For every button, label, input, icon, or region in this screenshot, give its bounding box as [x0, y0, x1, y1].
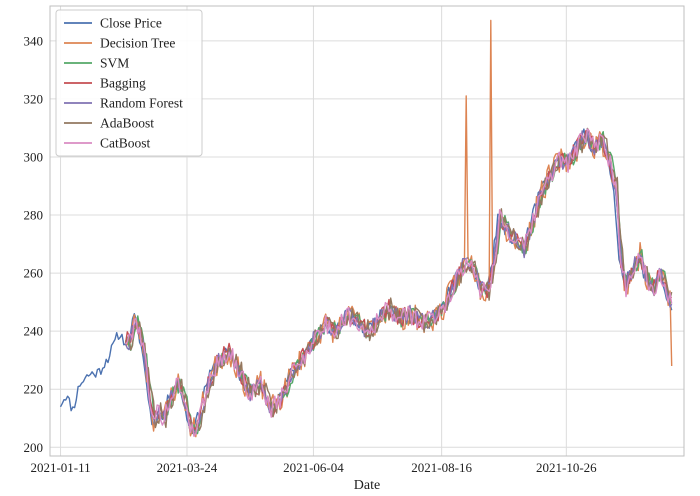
legend-label: Decision Tree: [100, 36, 175, 51]
y-tick-label: 320: [24, 91, 44, 106]
legend-box: [55, 9, 203, 157]
y-axis-ticks: 200 220 240 260 280 300 320 340: [24, 33, 44, 454]
legend-label: SVM: [100, 56, 129, 71]
legend-label: Bagging: [100, 76, 146, 91]
x-tick-label: 2021-03-24: [157, 460, 218, 475]
series-line-decision-tree: [125, 19, 673, 438]
grid: [50, 6, 684, 456]
series-line-adaboost: [125, 127, 673, 436]
series-line-random-forest: [124, 127, 673, 435]
y-tick-label: 340: [24, 33, 44, 48]
x-axis-title: Date: [354, 478, 380, 493]
legend-label: Random Forest: [100, 96, 183, 111]
legend-label: CatBoost: [100, 136, 151, 151]
legend-label: AdaBoost: [100, 116, 154, 131]
y-tick-label: 240: [24, 324, 44, 339]
plot-area: [49, 5, 685, 457]
y-tick-label: 260: [24, 266, 44, 281]
series-line-close-price: [59, 128, 673, 435]
y-tick-label: 300: [24, 149, 44, 164]
y-tick-label: 200: [24, 440, 44, 455]
x-axis-ticks: 2021-01-11 2021-03-24 2021-06-04 2021-08-16…: [30, 460, 597, 475]
series-lines: [59, 19, 673, 438]
legend: Close Price Decision Tree SVM Bagging Random…: [55, 9, 203, 157]
y-tick-label: 220: [24, 382, 44, 397]
x-tick-label: 2021-01-11: [30, 460, 90, 475]
series-line-catboost: [125, 128, 673, 437]
x-tick-label: 2021-08-16: [411, 460, 472, 475]
x-tick-label: 2021-10-26: [536, 460, 597, 475]
x-tick-label: 2021-06-04: [283, 460, 344, 475]
legend-label: Close Price: [100, 16, 162, 31]
y-tick-label: 280: [24, 208, 44, 223]
